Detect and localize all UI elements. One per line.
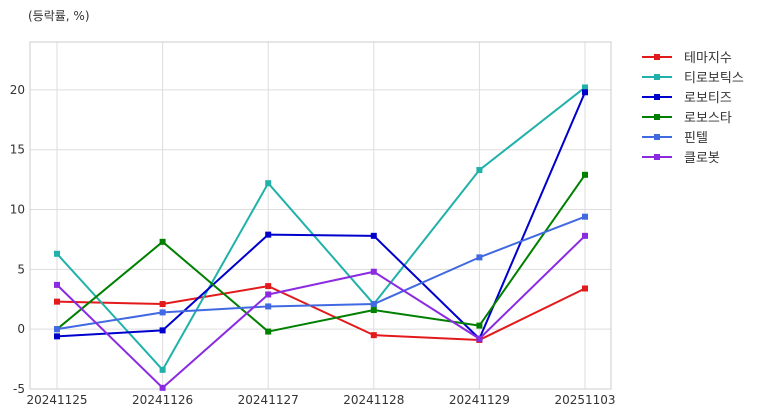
- data-point-marker: [54, 250, 60, 257]
- legend-label: 티로보틱스: [684, 71, 744, 86]
- data-point-marker: [265, 291, 272, 298]
- data-point-marker: [54, 281, 60, 288]
- series-group: [54, 232, 588, 391]
- data-point-marker: [265, 180, 272, 187]
- data-point-marker: [370, 268, 377, 275]
- legend-label: 로보티즈: [684, 91, 732, 106]
- y-tick-label: -5: [13, 382, 25, 396]
- data-point-marker: [476, 335, 483, 342]
- series-group: [54, 283, 588, 343]
- data-point-marker: [582, 84, 588, 91]
- legend-item: 클로봇: [642, 151, 720, 166]
- series-line: [56, 86, 586, 371]
- data-point-marker: [582, 285, 588, 292]
- x-tick-label: 20241128: [343, 393, 404, 407]
- data-point-marker: [159, 366, 166, 373]
- legend-item: 핀텔: [642, 131, 708, 146]
- series-group: [54, 213, 588, 333]
- series-line: [56, 91, 586, 340]
- legend-label: 핀텔: [684, 131, 708, 146]
- data-point-marker: [54, 298, 60, 305]
- data-point-marker: [476, 167, 483, 174]
- data-point-marker: [265, 283, 272, 290]
- legend-item: 로보스타: [642, 111, 732, 126]
- data-point-marker: [370, 332, 377, 339]
- y-axis-ticks: -5 0 5 10 15 20: [10, 83, 25, 396]
- plot-frame: [29, 41, 612, 390]
- data-point-marker: [159, 309, 166, 316]
- legend-marker-swatch: [654, 114, 660, 120]
- data-point-marker: [159, 238, 166, 245]
- data-point-marker: [370, 232, 377, 239]
- data-point-marker: [265, 231, 272, 238]
- legend-label: 로보스타: [684, 111, 732, 126]
- data-point-marker: [582, 171, 588, 178]
- x-tick-label: 20241126: [132, 393, 193, 407]
- data-point-marker: [476, 322, 483, 329]
- legend-label: 테마지수: [684, 51, 732, 66]
- y-tick-label: 5: [17, 262, 25, 276]
- y-tick-label: 0: [17, 322, 25, 336]
- data-point-marker: [159, 301, 166, 308]
- legend-marker-swatch: [654, 134, 660, 140]
- legend-item: 티로보틱스: [642, 71, 744, 86]
- y-unit-label: (등락률, %): [28, 9, 90, 23]
- data-point-marker: [582, 232, 588, 239]
- y-tick-label: 10: [10, 203, 25, 217]
- series-lines: [54, 84, 588, 391]
- y-tick-label: 20: [10, 83, 25, 97]
- series-line: [56, 215, 586, 331]
- legend-label: 클로봇: [684, 151, 720, 166]
- x-axis-ticks: 20241125 20241126 20241127 20241128 20241129…: [26, 393, 615, 407]
- x-tick-label: 20241125: [26, 393, 87, 407]
- data-point-marker: [54, 326, 60, 333]
- data-point-marker: [159, 384, 166, 391]
- data-point-marker: [582, 89, 588, 96]
- data-point-marker: [370, 307, 377, 314]
- legend-item: 테마지수: [642, 51, 732, 66]
- data-point-marker: [370, 301, 377, 308]
- series-line: [56, 174, 586, 333]
- legend-marker-swatch: [654, 54, 660, 60]
- x-tick-label: 20251103: [554, 393, 615, 407]
- data-point-marker: [159, 327, 166, 334]
- series-line: [56, 235, 586, 389]
- series-line: [56, 285, 586, 341]
- legend-marker-swatch: [654, 94, 660, 100]
- data-point-marker: [265, 328, 272, 335]
- data-point-marker: [54, 333, 60, 340]
- x-tick-label: 20241129: [449, 393, 510, 407]
- legend-item: 로보티즈: [642, 91, 732, 106]
- y-tick-label: 15: [10, 143, 25, 157]
- data-point-marker: [476, 254, 483, 261]
- data-point-marker: [265, 303, 272, 310]
- legend-marker-swatch: [654, 154, 660, 160]
- grid: [30, 42, 611, 390]
- x-tick-label: 20241127: [238, 393, 299, 407]
- legend-marker-swatch: [654, 74, 660, 80]
- data-point-marker: [582, 213, 588, 220]
